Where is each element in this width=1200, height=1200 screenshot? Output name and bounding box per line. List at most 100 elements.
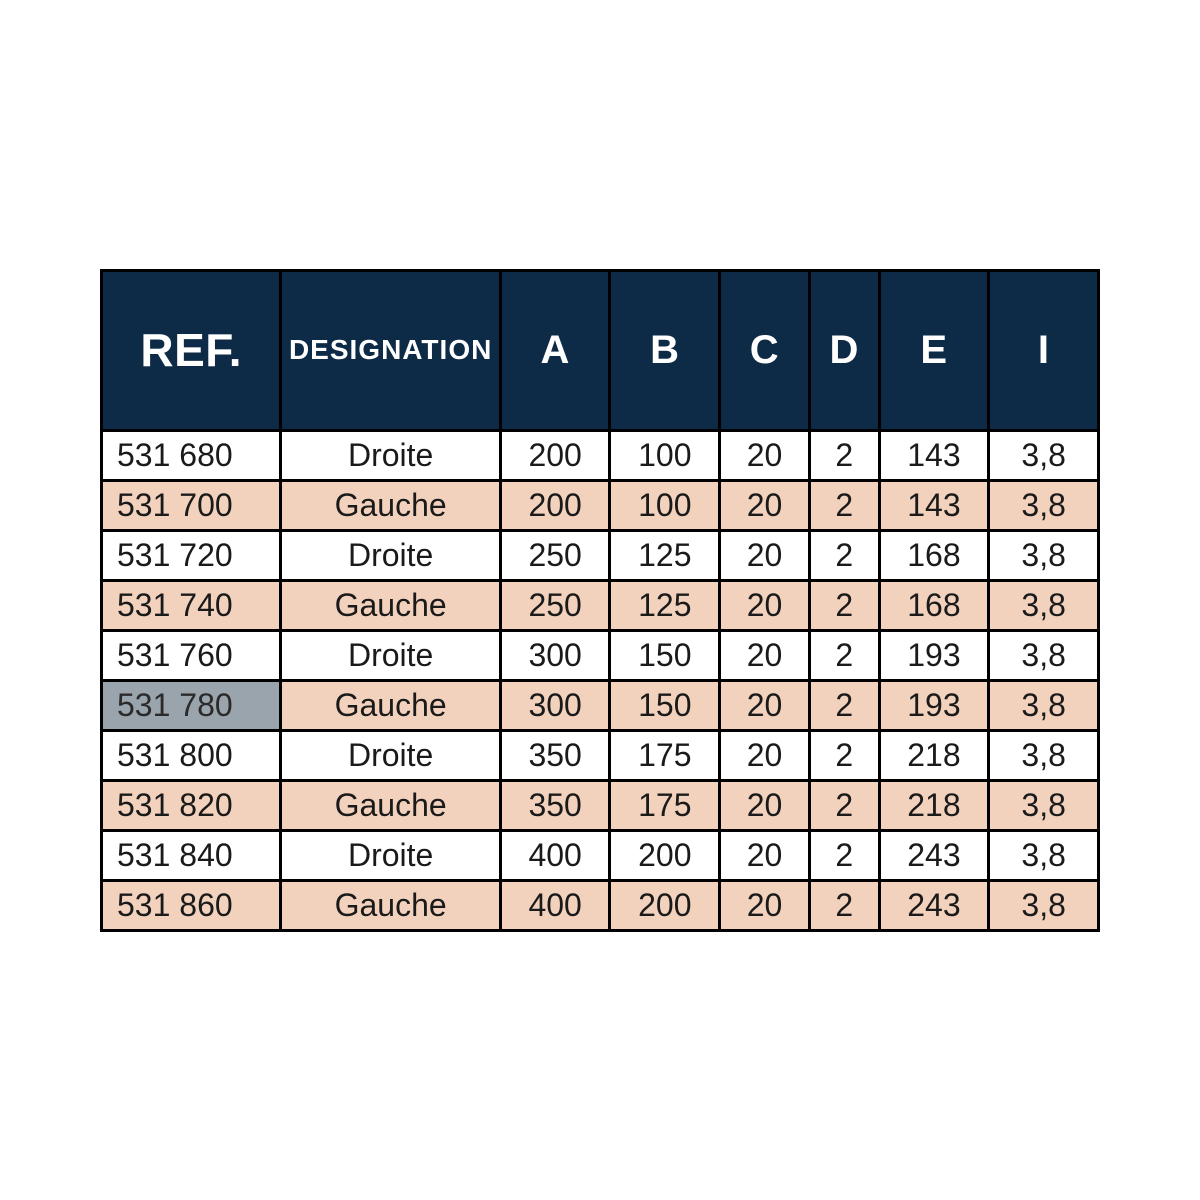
cell-d: 2 [809,580,879,630]
cell-b: 200 [610,830,720,880]
cell-e: 143 [879,430,989,480]
cell-a: 400 [500,880,610,930]
cell-a: 250 [500,580,610,630]
cell-des: Gauche [281,880,500,930]
cell-a: 300 [500,680,610,730]
cell-d: 2 [809,780,879,830]
table-row: 531 760Droite3001502021933,8 [102,630,1099,680]
cell-des: Droite [281,630,500,680]
cell-a: 350 [500,780,610,830]
cell-i: 3,8 [989,780,1099,830]
table-row: 531 700Gauche2001002021433,8 [102,480,1099,530]
spec-table-container: REF. DESIGNATION A B C D E I 531 680Droi… [100,269,1100,932]
table-row: 531 820Gauche3501752022183,8 [102,780,1099,830]
cell-b: 125 [610,530,720,580]
cell-c: 20 [720,530,810,580]
cell-d: 2 [809,680,879,730]
cell-i: 3,8 [989,630,1099,680]
cell-b: 100 [610,430,720,480]
cell-i: 3,8 [989,580,1099,630]
cell-ref: 531 840 [102,830,281,880]
cell-c: 20 [720,430,810,480]
cell-des: Gauche [281,480,500,530]
table-row: 531 740Gauche2501252021683,8 [102,580,1099,630]
table-row: 531 860Gauche4002002022433,8 [102,880,1099,930]
cell-ref: 531 700 [102,480,281,530]
header-i: I [989,270,1099,430]
cell-des: Gauche [281,680,500,730]
cell-e: 243 [879,830,989,880]
cell-e: 218 [879,730,989,780]
cell-c: 20 [720,830,810,880]
cell-d: 2 [809,530,879,580]
cell-b: 200 [610,880,720,930]
cell-ref: 531 680 [102,430,281,480]
cell-e: 193 [879,680,989,730]
table-row: 531 780Gauche3001502021933,8 [102,680,1099,730]
table-row: 531 800Droite3501752022183,8 [102,730,1099,780]
cell-des: Droite [281,430,500,480]
table-row: 531 680Droite2001002021433,8 [102,430,1099,480]
header-b: B [610,270,720,430]
cell-e: 168 [879,580,989,630]
cell-d: 2 [809,730,879,780]
cell-des: Droite [281,530,500,580]
header-row: REF. DESIGNATION A B C D E I [102,270,1099,430]
cell-a: 400 [500,830,610,880]
cell-b: 125 [610,580,720,630]
cell-i: 3,8 [989,680,1099,730]
header-d: D [809,270,879,430]
cell-c: 20 [720,680,810,730]
cell-des: Droite [281,830,500,880]
cell-i: 3,8 [989,480,1099,530]
header-c: C [720,270,810,430]
cell-e: 193 [879,630,989,680]
cell-d: 2 [809,630,879,680]
cell-ref: 531 860 [102,880,281,930]
cell-i: 3,8 [989,430,1099,480]
cell-i: 3,8 [989,730,1099,780]
table-row: 531 720Droite2501252021683,8 [102,530,1099,580]
cell-b: 150 [610,680,720,730]
cell-c: 20 [720,580,810,630]
cell-i: 3,8 [989,880,1099,930]
cell-e: 143 [879,480,989,530]
spec-table: REF. DESIGNATION A B C D E I 531 680Droi… [100,269,1100,932]
cell-des: Gauche [281,780,500,830]
cell-d: 2 [809,430,879,480]
header-ref: REF. [102,270,281,430]
cell-a: 300 [500,630,610,680]
cell-ref: 531 740 [102,580,281,630]
cell-b: 100 [610,480,720,530]
cell-e: 218 [879,780,989,830]
cell-c: 20 [720,880,810,930]
header-designation: DESIGNATION [281,270,500,430]
cell-d: 2 [809,830,879,880]
cell-d: 2 [809,480,879,530]
cell-b: 150 [610,630,720,680]
cell-i: 3,8 [989,830,1099,880]
cell-b: 175 [610,730,720,780]
table-body: 531 680Droite2001002021433,8531 700Gauch… [102,430,1099,930]
cell-ref: 531 780 [102,680,281,730]
table-row: 531 840Droite4002002022433,8 [102,830,1099,880]
cell-ref: 531 800 [102,730,281,780]
cell-i: 3,8 [989,530,1099,580]
cell-a: 350 [500,730,610,780]
header-a: A [500,270,610,430]
cell-des: Gauche [281,580,500,630]
cell-e: 168 [879,530,989,580]
cell-ref: 531 760 [102,630,281,680]
cell-ref: 531 820 [102,780,281,830]
cell-d: 2 [809,880,879,930]
cell-ref: 531 720 [102,530,281,580]
cell-c: 20 [720,480,810,530]
header-e: E [879,270,989,430]
cell-c: 20 [720,730,810,780]
cell-a: 200 [500,480,610,530]
cell-b: 175 [610,780,720,830]
cell-c: 20 [720,630,810,680]
cell-a: 250 [500,530,610,580]
cell-des: Droite [281,730,500,780]
cell-a: 200 [500,430,610,480]
